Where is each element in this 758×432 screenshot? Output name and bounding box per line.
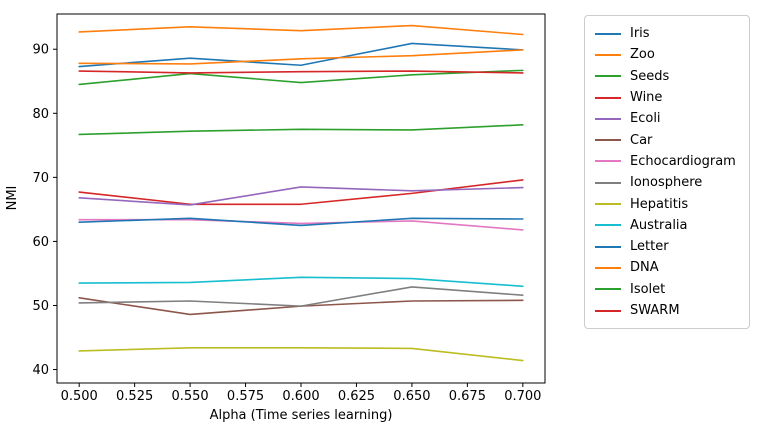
series-line-hepatitis [78,346,524,362]
series-line-isolet [78,69,524,86]
legend-line-swatch [595,245,621,248]
series-line-australia [78,276,524,288]
x-tick-label: 0.625 [338,389,375,404]
axes: 0.500 0.525 0.550 0.575 0.600 0.625 0.650 0.675… [32,13,546,404]
series-line-wine [78,179,524,206]
series-line-ionosphere [78,286,524,307]
legend-item-seeds: Seeds [595,66,739,87]
legend: Iris Zoo Seeds Wine Ecoli Car Echocardiogram Io… [584,15,750,330]
legend-item-ecoli: Ecoli [595,108,739,129]
x-tick-label: 0.675 [449,389,486,404]
y-tick-label: 70 [32,171,49,186]
series-line-iris [78,42,524,68]
series-line-seeds [78,124,524,136]
legend-item-hepatitis: Hepatitis [595,193,739,214]
legend-label: Iris [630,26,650,42]
y-tick-label: 90 [32,43,49,58]
legend-label: Ecoli [630,111,661,127]
legend-label: Wine [630,90,663,106]
legend-line-swatch [595,181,621,184]
legend-item-zoo: Zoo [595,44,739,65]
series-lines [78,24,524,362]
y-tick-label: 40 [32,363,49,378]
series-line-zoo [78,24,524,36]
legend-line-swatch [595,266,621,269]
legend-line-swatch [595,203,621,206]
plot-box-spines [56,13,546,384]
legend-line-swatch [595,224,621,227]
y-tick-label: 80 [32,107,49,122]
legend-line-swatch [595,96,621,99]
x-tick-label: 0.600 [282,389,319,404]
legend-label: Ionosphere [630,175,703,191]
legend-label: Hepatitis [630,196,689,212]
legend-item-letter: Letter [595,236,739,257]
series-line-ecoli [78,186,524,206]
legend-label: Car [630,132,653,148]
legend-line-swatch [595,309,621,312]
series-line-swarm [78,70,524,74]
legend-label: Seeds [630,68,670,84]
legend-line-swatch [595,288,621,291]
series-line-letter [78,217,524,227]
x-tick-label: 0.700 [504,389,541,404]
y-tick-label: 60 [32,235,49,250]
legend-item-iris: Iris [595,23,739,44]
legend-label: DNA [630,260,659,276]
legend-label: Isolet [630,281,666,297]
legend-line-swatch [595,75,621,78]
series-line-dna [78,49,524,65]
legend-line-swatch [595,139,621,142]
legend-item-isolet: Isolet [595,279,739,300]
legend-label: Zoo [630,47,655,63]
x-axis-label: Alpha (Time series learning) [210,408,393,423]
legend-label: SWARM [630,303,680,318]
legend-label: Letter [630,239,669,255]
legend-item-australia: Australia [595,215,739,236]
legend-item-car: Car [595,129,739,150]
legend-line-swatch [595,117,621,120]
y-tick-label: 50 [32,299,49,314]
y-axis-label: NMI [5,186,20,211]
legend-item-dna: DNA [595,257,739,278]
legend-line-swatch [595,53,621,56]
legend-line-swatch [595,160,621,163]
x-tick-label: 0.525 [116,389,153,404]
x-tick-label: 0.500 [61,389,98,404]
legend-item-swarm: SWARM [595,300,739,321]
legend-line-swatch [595,32,621,35]
legend-label: Echocardiogram [630,153,736,169]
x-tick-label: 0.650 [393,389,430,404]
x-tick-label: 0.575 [227,389,264,404]
legend-item-wine: Wine [595,87,739,108]
legend-label: Australia [630,217,688,233]
x-tick-label: 0.550 [171,389,208,404]
legend-item-echocardiogram: Echocardiogram [595,151,739,172]
legend-item-ionosphere: Ionosphere [595,172,739,193]
